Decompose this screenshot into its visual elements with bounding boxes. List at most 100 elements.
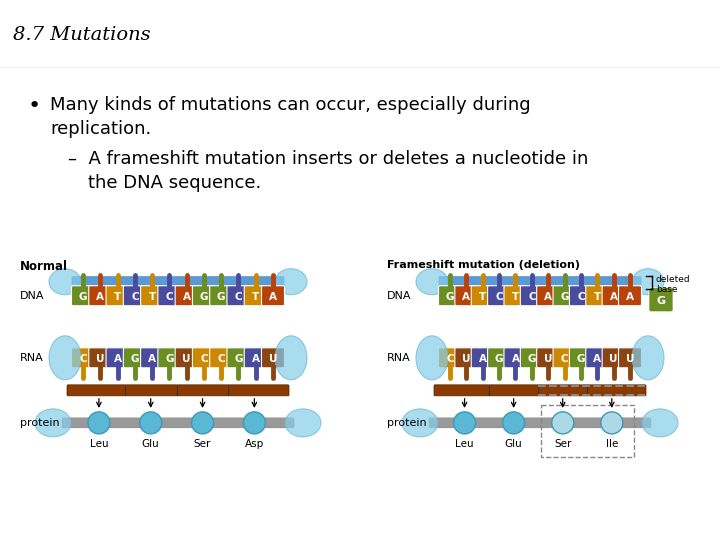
Text: G: G <box>528 354 536 364</box>
Text: replication.: replication. <box>50 119 151 138</box>
FancyBboxPatch shape <box>140 348 163 368</box>
Text: Asp: Asp <box>245 439 264 449</box>
Text: G: G <box>577 354 585 364</box>
FancyBboxPatch shape <box>67 385 289 396</box>
FancyBboxPatch shape <box>89 286 112 306</box>
FancyBboxPatch shape <box>471 348 494 368</box>
Text: C: C <box>166 292 174 302</box>
Text: A: A <box>114 354 122 364</box>
Ellipse shape <box>642 409 678 437</box>
FancyBboxPatch shape <box>123 286 146 306</box>
FancyBboxPatch shape <box>261 348 284 368</box>
Text: G: G <box>217 292 225 302</box>
Text: T: T <box>252 292 259 302</box>
Text: T: T <box>479 292 486 302</box>
Circle shape <box>243 412 266 434</box>
Text: C: C <box>577 292 585 302</box>
Text: U: U <box>462 354 471 364</box>
Text: Normal: Normal <box>20 260 68 273</box>
FancyBboxPatch shape <box>72 276 284 288</box>
Bar <box>541 405 634 457</box>
Ellipse shape <box>285 409 321 437</box>
FancyBboxPatch shape <box>618 286 642 306</box>
Text: G: G <box>560 292 569 302</box>
Text: A: A <box>96 292 104 302</box>
FancyBboxPatch shape <box>618 348 642 368</box>
FancyBboxPatch shape <box>192 348 215 368</box>
Text: U: U <box>96 354 104 364</box>
Circle shape <box>600 412 623 434</box>
Text: –  A frameshift mutation inserts or deletes a nucleotide in: – A frameshift mutation inserts or delet… <box>68 150 588 167</box>
Text: Many kinds of mutations can occur, especially during: Many kinds of mutations can occur, espec… <box>50 96 531 113</box>
Text: C: C <box>495 292 503 302</box>
FancyBboxPatch shape <box>89 348 112 368</box>
FancyBboxPatch shape <box>455 286 478 306</box>
Text: U: U <box>626 354 634 364</box>
Text: A: A <box>183 292 191 302</box>
FancyBboxPatch shape <box>504 348 527 368</box>
FancyBboxPatch shape <box>536 348 559 368</box>
FancyBboxPatch shape <box>521 286 544 306</box>
Text: C: C <box>217 354 225 364</box>
FancyBboxPatch shape <box>175 348 198 368</box>
Text: Leu: Leu <box>89 439 108 449</box>
Text: A: A <box>511 354 519 364</box>
FancyBboxPatch shape <box>429 418 651 428</box>
Text: protein: protein <box>20 418 60 428</box>
Text: C: C <box>446 354 454 364</box>
Text: T: T <box>512 292 519 302</box>
Ellipse shape <box>402 409 438 437</box>
Text: Frameshift mutation (deletion): Frameshift mutation (deletion) <box>387 260 580 269</box>
FancyBboxPatch shape <box>455 348 478 368</box>
Text: U: U <box>544 354 552 364</box>
Text: G: G <box>78 292 87 302</box>
FancyBboxPatch shape <box>210 348 233 368</box>
Text: T: T <box>594 292 601 302</box>
FancyBboxPatch shape <box>261 286 284 306</box>
FancyBboxPatch shape <box>106 286 129 306</box>
Text: U: U <box>609 354 618 364</box>
FancyBboxPatch shape <box>140 286 163 306</box>
Text: G: G <box>130 354 139 364</box>
FancyBboxPatch shape <box>602 286 625 306</box>
Text: A: A <box>610 292 618 302</box>
FancyBboxPatch shape <box>71 348 94 368</box>
Text: 8.7 Mutations: 8.7 Mutations <box>13 26 150 44</box>
Text: C: C <box>235 292 242 302</box>
FancyBboxPatch shape <box>649 288 673 312</box>
FancyBboxPatch shape <box>123 348 146 368</box>
Text: A: A <box>593 354 601 364</box>
Circle shape <box>454 412 475 434</box>
Text: A: A <box>269 292 277 302</box>
Circle shape <box>192 412 214 434</box>
Text: RNA: RNA <box>387 353 410 363</box>
FancyBboxPatch shape <box>106 348 129 368</box>
Text: Ile: Ile <box>606 439 618 449</box>
Text: C: C <box>561 354 568 364</box>
FancyBboxPatch shape <box>62 418 294 428</box>
FancyBboxPatch shape <box>586 286 609 306</box>
Circle shape <box>88 412 110 434</box>
Ellipse shape <box>275 269 307 295</box>
Text: G: G <box>199 292 208 302</box>
Text: DNA: DNA <box>387 291 412 301</box>
FancyBboxPatch shape <box>438 348 462 368</box>
Ellipse shape <box>632 336 664 380</box>
Circle shape <box>503 412 525 434</box>
FancyBboxPatch shape <box>487 348 510 368</box>
Ellipse shape <box>632 269 664 295</box>
FancyBboxPatch shape <box>158 286 181 306</box>
Text: Leu: Leu <box>455 439 474 449</box>
Circle shape <box>140 412 162 434</box>
FancyBboxPatch shape <box>487 286 510 306</box>
Text: T: T <box>114 292 121 302</box>
Text: G: G <box>495 354 503 364</box>
FancyBboxPatch shape <box>210 286 233 306</box>
Ellipse shape <box>416 269 448 295</box>
Text: Ser: Ser <box>554 439 572 449</box>
Text: U: U <box>182 354 191 364</box>
FancyBboxPatch shape <box>504 286 527 306</box>
FancyBboxPatch shape <box>227 286 250 306</box>
FancyBboxPatch shape <box>602 348 625 368</box>
Circle shape <box>552 412 574 434</box>
